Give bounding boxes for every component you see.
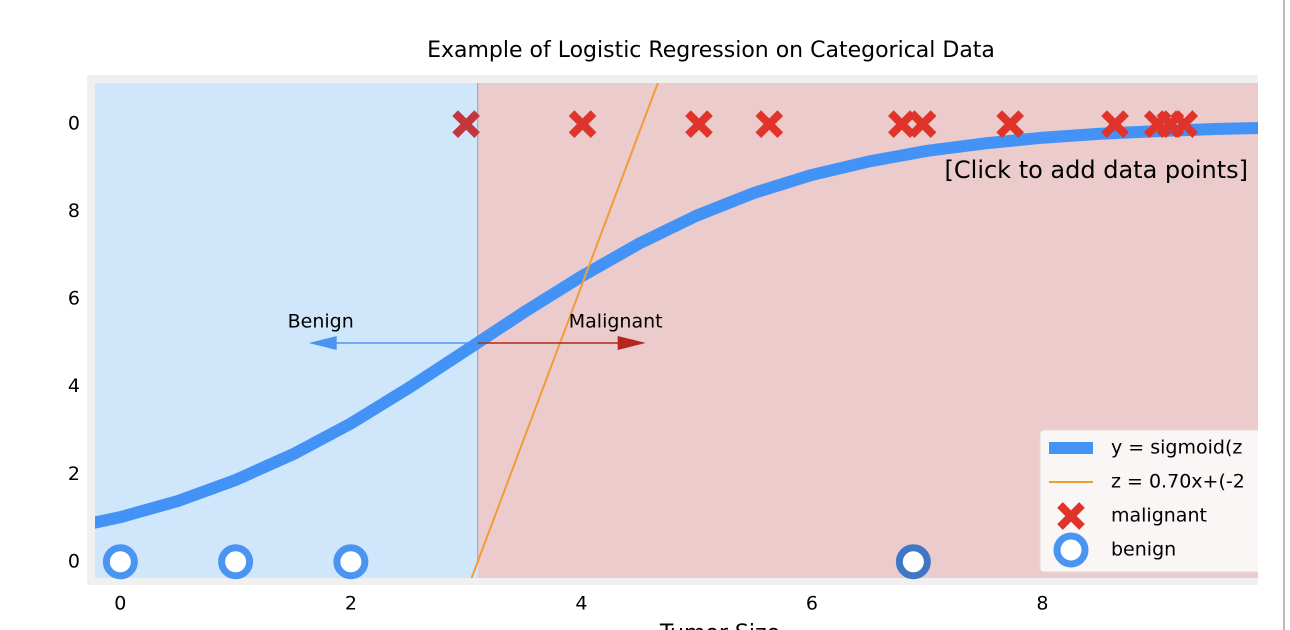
legend-label: z = 0.70x+(-2: [1111, 471, 1245, 493]
legend-label: y = sigmoid(z: [1111, 437, 1242, 459]
malignant-point: [888, 110, 916, 138]
benign-region: [95, 83, 478, 578]
malignant-point: [755, 110, 784, 138]
x-axis-label: Tumor Size: [659, 621, 780, 630]
overlay: Benign Malignant [Click to add data points…: [102, 110, 1248, 580]
line-series: [95, 121, 1258, 529]
legend-box: [1039, 429, 1258, 573]
malignant-point: [996, 110, 1025, 138]
x-tick-label: 2: [345, 593, 357, 615]
malignant-point: [1170, 110, 1199, 138]
annotation: [Click to add data points]: [945, 156, 1248, 184]
y-tick-label: 2: [68, 463, 80, 485]
y-tick-label: 0: [68, 113, 80, 135]
y-tick-label: 8: [68, 200, 80, 222]
x-tick-label: 6: [806, 593, 818, 615]
legend: y = sigmoid(z z = 0.70x+(-2 malignant benig…: [1039, 429, 1258, 573]
malignant-point: [1101, 110, 1129, 138]
benign-point: [218, 544, 254, 580]
annotation: Malignant: [569, 310, 663, 332]
y-tick-label: 6: [68, 288, 80, 310]
benign-point: [895, 544, 931, 580]
legend-swatch: [1053, 532, 1089, 568]
x-tick-label: 8: [1036, 593, 1048, 615]
benign-point: [102, 544, 138, 580]
malignant-point: [908, 110, 937, 138]
legend-label: benign: [1111, 539, 1176, 561]
annotation: Benign: [288, 310, 354, 332]
chart-title: Example of Logistic Regression on Catego…: [427, 38, 995, 63]
benign-arrowhead: [308, 335, 337, 350]
line-series: [470, 83, 659, 578]
y-tick-label: 0: [68, 550, 80, 572]
malignant-point: [568, 110, 597, 138]
y-tick-label: 4: [68, 375, 80, 397]
benign-point: [333, 544, 369, 580]
malignant-point: [452, 110, 480, 138]
malignant-arrowhead: [617, 335, 646, 350]
legend-swatch: [1057, 502, 1085, 530]
malignant-point: [685, 110, 713, 138]
x-tick-label: 0: [114, 593, 126, 615]
legend-label: malignant: [1111, 505, 1207, 527]
x-tick-label: 4: [575, 593, 587, 615]
